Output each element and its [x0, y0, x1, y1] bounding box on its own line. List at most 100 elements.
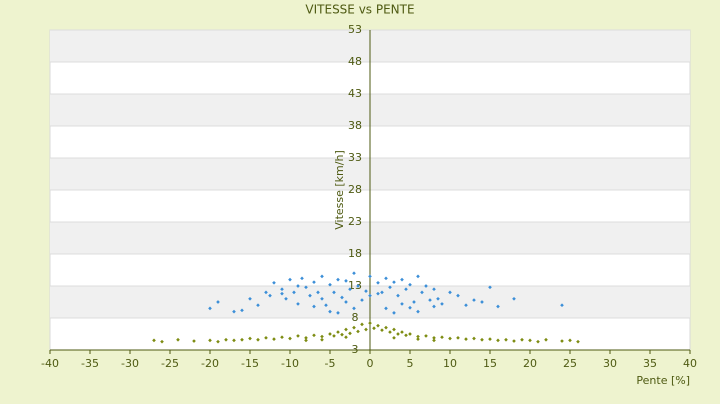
point — [248, 336, 252, 341]
point — [440, 335, 444, 340]
point — [416, 334, 420, 339]
point — [280, 335, 284, 340]
point — [340, 295, 344, 300]
point — [396, 332, 400, 336]
point — [308, 293, 312, 298]
point — [400, 277, 404, 282]
point — [360, 298, 364, 302]
point — [352, 325, 356, 330]
point — [456, 293, 460, 298]
point — [544, 337, 548, 342]
point — [256, 303, 260, 308]
point — [392, 280, 396, 284]
point — [312, 304, 316, 309]
point — [304, 338, 308, 343]
point — [376, 323, 380, 328]
point — [304, 336, 308, 340]
point — [352, 306, 356, 311]
point — [448, 290, 452, 295]
point — [328, 309, 332, 314]
point — [304, 285, 308, 290]
point — [368, 274, 372, 279]
point — [216, 339, 220, 344]
point — [408, 305, 412, 310]
point — [372, 326, 376, 331]
point — [264, 290, 268, 295]
point — [448, 336, 452, 341]
chart-title: VITESSE vs PENTE — [305, 3, 414, 17]
point — [356, 284, 360, 288]
point — [280, 287, 284, 292]
y-tick-label: 38 — [348, 119, 362, 132]
x-tick-label: -5 — [325, 357, 336, 370]
point — [344, 279, 348, 283]
point — [368, 321, 372, 325]
point — [176, 337, 180, 342]
point — [348, 287, 352, 292]
point — [376, 280, 380, 285]
point — [320, 274, 324, 279]
point — [512, 296, 516, 301]
point — [336, 277, 340, 282]
x-tick-label: 35 — [643, 357, 657, 370]
point — [488, 337, 492, 341]
point — [320, 296, 324, 301]
point — [456, 336, 460, 340]
point — [352, 271, 356, 276]
point — [424, 284, 428, 288]
point — [424, 334, 428, 338]
point — [528, 338, 532, 343]
point — [248, 296, 252, 301]
point — [504, 337, 508, 342]
point — [328, 332, 332, 336]
point — [256, 337, 260, 342]
point — [520, 337, 524, 342]
point — [332, 290, 336, 295]
point — [224, 337, 228, 342]
point — [416, 274, 420, 279]
point — [300, 276, 304, 281]
point — [472, 298, 476, 302]
point — [404, 287, 408, 292]
point — [336, 311, 340, 315]
point — [412, 300, 416, 304]
point — [320, 334, 324, 339]
point — [316, 290, 320, 295]
point — [480, 337, 484, 342]
point — [344, 300, 348, 304]
x-tick-label: -30 — [121, 357, 139, 370]
point — [384, 306, 388, 311]
point — [432, 304, 436, 309]
point — [160, 339, 164, 344]
point — [472, 336, 476, 341]
point — [240, 308, 244, 313]
point — [464, 337, 468, 341]
point — [392, 327, 396, 332]
point — [288, 277, 292, 282]
point — [392, 336, 396, 340]
point — [392, 311, 396, 315]
y-tick-label: 43 — [348, 87, 362, 100]
point — [324, 303, 328, 308]
x-axis-label: Pente [%] — [636, 374, 690, 387]
x-tick-label: 25 — [563, 357, 577, 370]
x-tick-label: 20 — [523, 357, 537, 370]
point — [268, 293, 272, 298]
point — [464, 303, 468, 308]
point — [416, 309, 420, 314]
x-tick-label: 40 — [683, 357, 697, 370]
y-axis-label: Vitesse [km/h] — [333, 150, 346, 230]
y-tick-label: 33 — [348, 151, 362, 164]
point — [288, 336, 292, 341]
x-tick-label: 30 — [603, 357, 617, 370]
point — [496, 304, 500, 309]
x-tick-label: -40 — [41, 357, 59, 370]
x-tick-label: -15 — [241, 357, 259, 370]
point — [400, 302, 404, 306]
y-tick-label: 48 — [348, 55, 362, 68]
point — [296, 334, 300, 338]
point — [208, 338, 212, 343]
x-tick-label: -20 — [201, 357, 219, 370]
point — [388, 330, 392, 334]
point — [240, 337, 244, 342]
